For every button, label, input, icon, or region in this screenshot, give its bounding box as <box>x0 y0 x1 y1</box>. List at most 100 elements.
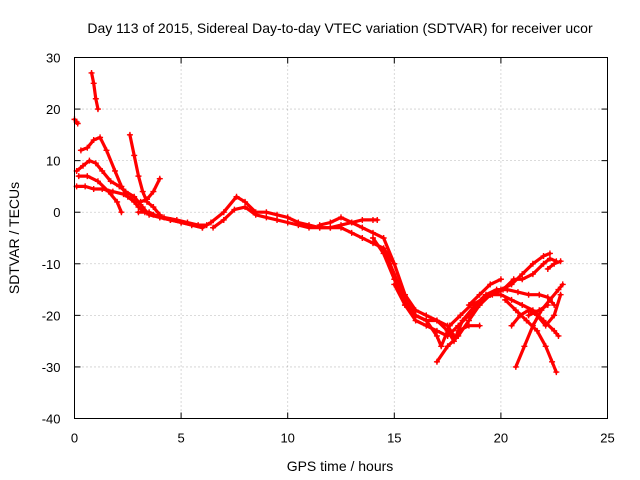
data-point-marker <box>327 219 334 226</box>
data-point-marker <box>540 253 547 260</box>
data-point-marker <box>146 209 153 216</box>
data-point-marker <box>546 250 553 257</box>
data-point-marker <box>374 216 381 223</box>
data-point-marker <box>517 312 524 319</box>
data-point-marker <box>423 317 430 324</box>
data-point-marker <box>199 224 206 231</box>
y-tick-label: 10 <box>46 154 60 169</box>
data-point-marker <box>137 198 144 205</box>
data-point-marker <box>94 178 101 185</box>
data-point-marker <box>143 198 150 205</box>
x-axis-label: GPS time / hours <box>287 458 394 474</box>
data-point-marker <box>74 120 81 127</box>
data-point-marker <box>295 222 302 229</box>
data-point-marker <box>84 173 91 180</box>
data-point-marker <box>92 160 99 167</box>
data-point-marker <box>167 216 174 223</box>
data-point-marker <box>88 69 95 76</box>
data-point-marker <box>131 152 138 159</box>
data-point-marker <box>540 260 547 267</box>
data-point-marker <box>459 317 466 324</box>
data-point-marker <box>231 206 238 213</box>
data-point-marker <box>514 289 521 296</box>
data-point-marker <box>465 322 472 329</box>
data-point-marker <box>546 296 553 303</box>
tick-labels: 0 5 10 15 20 25 -40 -30 -20 -10 0 10 20 30 <box>42 51 615 446</box>
series-track-21 <box>525 302 551 319</box>
data-point-marker <box>103 147 110 154</box>
data-point-marker <box>84 144 91 151</box>
data-point-marker <box>497 276 504 283</box>
data-point-marker <box>124 193 131 200</box>
data-point-marker <box>544 302 551 309</box>
data-point-marker <box>551 312 558 319</box>
data-point-marker <box>156 175 163 182</box>
data-point-marker <box>465 317 472 324</box>
data-point-marker <box>519 302 526 309</box>
data-point-marker <box>284 214 291 221</box>
series-track-15 <box>465 276 504 309</box>
data-point-marker <box>118 183 125 190</box>
data-point-marker <box>86 157 93 164</box>
data-point-marker <box>233 193 240 200</box>
data-point-marker <box>75 173 82 180</box>
series-track-19 <box>508 291 564 329</box>
data-point-marker <box>338 214 344 221</box>
data-point-marker <box>139 188 146 195</box>
data-point-marker <box>534 312 541 319</box>
data-point-marker <box>380 245 387 252</box>
data-point-marker <box>525 312 532 319</box>
data-point-marker <box>327 224 334 231</box>
data-point-marker <box>112 167 119 174</box>
data-point-marker <box>114 198 121 205</box>
data-point-marker <box>525 307 532 314</box>
data-point-marker <box>557 258 564 265</box>
y-tick-label: 0 <box>53 205 60 220</box>
series-line <box>435 251 552 364</box>
data-point-marker <box>77 147 84 154</box>
data-point-marker <box>529 271 536 278</box>
y-tick-label: 20 <box>46 102 60 117</box>
data-point-marker <box>444 343 451 350</box>
data-point-marker <box>118 209 125 216</box>
series-track-14 <box>433 250 553 365</box>
x-tick-label: 0 <box>71 431 78 446</box>
x-tick-label: 15 <box>387 431 401 446</box>
data-point-marker <box>497 291 504 298</box>
data-point-marker <box>348 229 355 236</box>
data-point-marker <box>126 131 133 138</box>
data-point-marker <box>536 307 543 314</box>
data-point-marker <box>497 286 504 293</box>
data-point-marker <box>487 281 494 288</box>
data-point-marker <box>359 216 366 223</box>
data-point-marker <box>551 327 558 334</box>
data-point-marker <box>207 219 214 226</box>
x-tick-label: 20 <box>494 431 508 446</box>
data-point-marker <box>348 219 355 226</box>
series-track-20 <box>544 258 564 272</box>
data-point-marker <box>433 332 440 339</box>
data-point-marker <box>131 198 138 205</box>
data-point-marker <box>263 214 270 221</box>
y-tick-label: -20 <box>42 308 61 323</box>
data-point-marker <box>512 363 519 370</box>
data-point-marker <box>508 322 515 329</box>
data-point-marker <box>534 327 541 334</box>
data-point-marker <box>465 302 472 309</box>
data-point-marker <box>553 369 560 376</box>
data-point-marker <box>559 281 566 288</box>
data-point-marker <box>178 219 185 226</box>
data-point-marker <box>97 134 104 141</box>
data-point-marker <box>94 106 101 113</box>
data-point-marker <box>412 312 419 319</box>
x-tick-label: 25 <box>600 431 614 446</box>
data-point-marker <box>252 211 259 218</box>
data-point-marker <box>391 260 398 267</box>
data-point-marker <box>446 322 453 329</box>
data-point-marker <box>90 137 97 144</box>
data-point-marker <box>274 216 281 223</box>
data-point-marker <box>423 312 430 319</box>
data-point-marker <box>210 224 217 231</box>
data-point-marker <box>523 317 530 324</box>
